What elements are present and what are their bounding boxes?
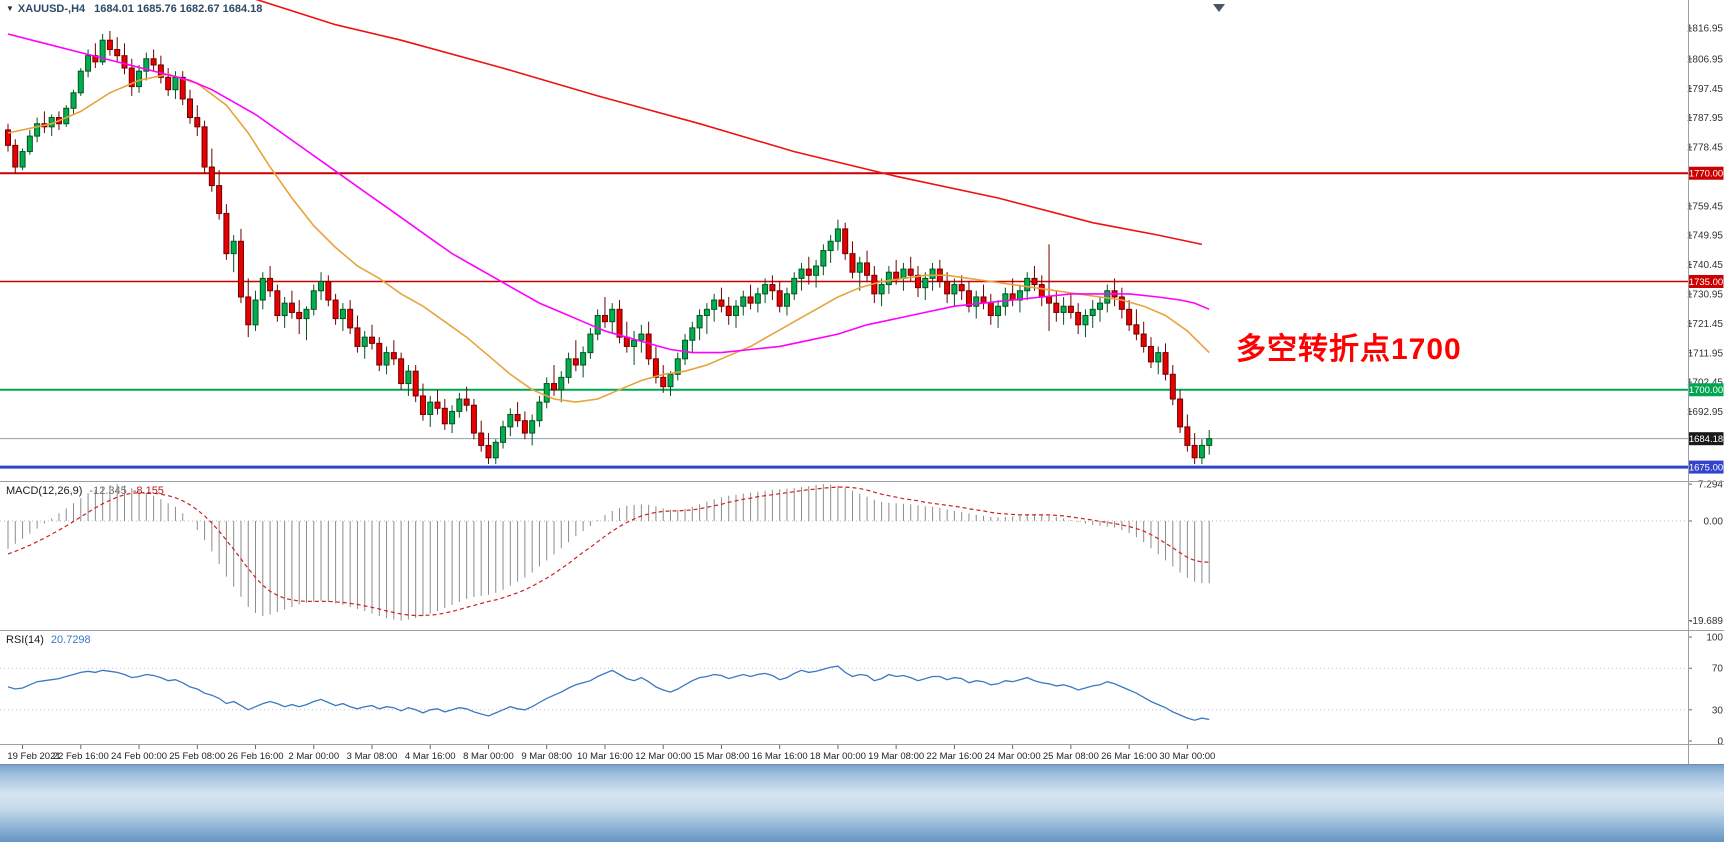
svg-text:1702.45: 1702.45 [1687,378,1724,389]
svg-text:1759.45: 1759.45 [1687,201,1724,212]
price-axis[interactable]: 1816.95 1806.95 1797.45 1787.95 1778.45 1759.… [1687,0,1724,765]
svg-text:1735.00: 1735.00 [1689,277,1723,288]
svg-text:4 Mar 16:00: 4 Mar 16:00 [405,751,456,762]
svg-text:100: 100 [1706,633,1723,644]
svg-text:0: 0 [1717,736,1723,747]
svg-text:1770.00: 1770.00 [1689,169,1723,180]
svg-text:26 Mar 16:00: 26 Mar 16:00 [1101,751,1157,762]
ohlc-values: 1684.01 1685.76 1682.67 1684.18 [94,3,263,15]
svg-text:12 Mar 00:00: 12 Mar 00:00 [635,751,691,762]
svg-text:9 Mar 08:00: 9 Mar 08:00 [521,751,572,762]
svg-text:1806.95: 1806.95 [1687,54,1724,65]
svg-text:-19.689: -19.689 [1689,616,1723,627]
svg-text:1675.00: 1675.00 [1689,463,1723,474]
svg-text:22 Mar 16:00: 22 Mar 16:00 [926,751,982,762]
mid-ma-line [7,33,1210,354]
rsi-name: RSI(14) [6,634,44,646]
candlesticks [5,30,1213,464]
macd-label: MACD(12,26,9) -12.345 -8.155 [6,485,164,497]
moving-average-lines [7,0,1210,403]
svg-text:70: 70 [1712,664,1724,675]
macd-main-value: -12.345 [89,485,127,497]
svg-text:25 Mar 08:00: 25 Mar 08:00 [1043,751,1099,762]
svg-text:1711.95: 1711.95 [1688,348,1724,359]
macd-panel[interactable] [0,484,1688,621]
bottom-bar [0,765,1724,842]
chart-title: ▼ XAUUSD-,H4 1684.01 1685.76 1682.67 1684.… [6,3,262,15]
svg-text:19 Feb 2021: 19 Feb 2021 [7,751,60,762]
svg-text:1816.95: 1816.95 [1687,23,1724,34]
svg-text:30 Mar 00:00: 30 Mar 00:00 [1159,751,1215,762]
svg-text:1692.95: 1692.95 [1687,407,1724,418]
dropdown-triangle-icon[interactable]: ▼ [6,4,14,13]
macd-signal-line [7,486,1210,617]
annotation-text[interactable]: 多空转折点1700 [1236,333,1462,366]
svg-text:25 Feb 08:00: 25 Feb 08:00 [169,751,225,762]
svg-text:24 Feb 00:00: 24 Feb 00:00 [111,751,167,762]
svg-text:24 Mar 00:00: 24 Mar 00:00 [985,751,1041,762]
svg-text:19 Mar 08:00: 19 Mar 08:00 [868,751,924,762]
svg-text:18 Mar 00:00: 18 Mar 00:00 [810,751,866,762]
horizontal-level-lines[interactable] [0,172,1688,469]
chart-canvas[interactable]: 1816.95 1806.95 1797.45 1787.95 1778.45 1759.… [0,0,1724,765]
svg-text:22 Feb 16:00: 22 Feb 16:00 [53,751,109,762]
svg-text:26 Feb 16:00: 26 Feb 16:00 [228,751,284,762]
svg-text:1730.95: 1730.95 [1687,290,1724,301]
svg-text:15 Mar 08:00: 15 Mar 08:00 [693,751,749,762]
svg-text:1778.45: 1778.45 [1687,143,1724,154]
svg-text:1797.45: 1797.45 [1687,84,1724,95]
svg-text:1684.18: 1684.18 [1689,434,1723,445]
svg-text:7.294: 7.294 [1698,480,1723,491]
svg-text:1721.45: 1721.45 [1687,319,1724,330]
svg-text:2 Mar 00:00: 2 Mar 00:00 [288,751,339,762]
svg-text:10 Mar 16:00: 10 Mar 16:00 [577,751,633,762]
rsi-value: 20.7298 [50,634,91,646]
svg-text:1700.00: 1700.00 [1689,385,1723,396]
slow-ma-line [255,0,1203,246]
macd-name: MACD(12,26,9) [6,485,83,497]
shift-marker-icon[interactable] [1213,4,1225,12]
symbol-period-label: XAUUSD-,H4 [17,3,86,15]
rsi-label: RSI(14) 20.7298 [6,634,91,646]
svg-text:1787.95: 1787.95 [1687,113,1724,124]
svg-text:3 Mar 08:00: 3 Mar 08:00 [347,751,398,762]
svg-text:16 Mar 16:00: 16 Mar 16:00 [752,751,808,762]
svg-text:0.00: 0.00 [1704,516,1724,527]
rsi-panel[interactable] [0,665,1688,721]
macd-signal-value: -8.155 [132,485,164,497]
fast-ma-line [7,73,1210,403]
svg-text:1749.95: 1749.95 [1687,231,1724,242]
svg-text:30: 30 [1712,705,1724,716]
svg-text:1740.45: 1740.45 [1687,260,1724,271]
panel-separators [0,0,1724,765]
rsi-line [7,665,1210,721]
svg-text:8 Mar 00:00: 8 Mar 00:00 [463,751,514,762]
chart-window[interactable]: 1816.95 1806.95 1797.45 1787.95 1778.45 1759.… [0,0,1724,765]
